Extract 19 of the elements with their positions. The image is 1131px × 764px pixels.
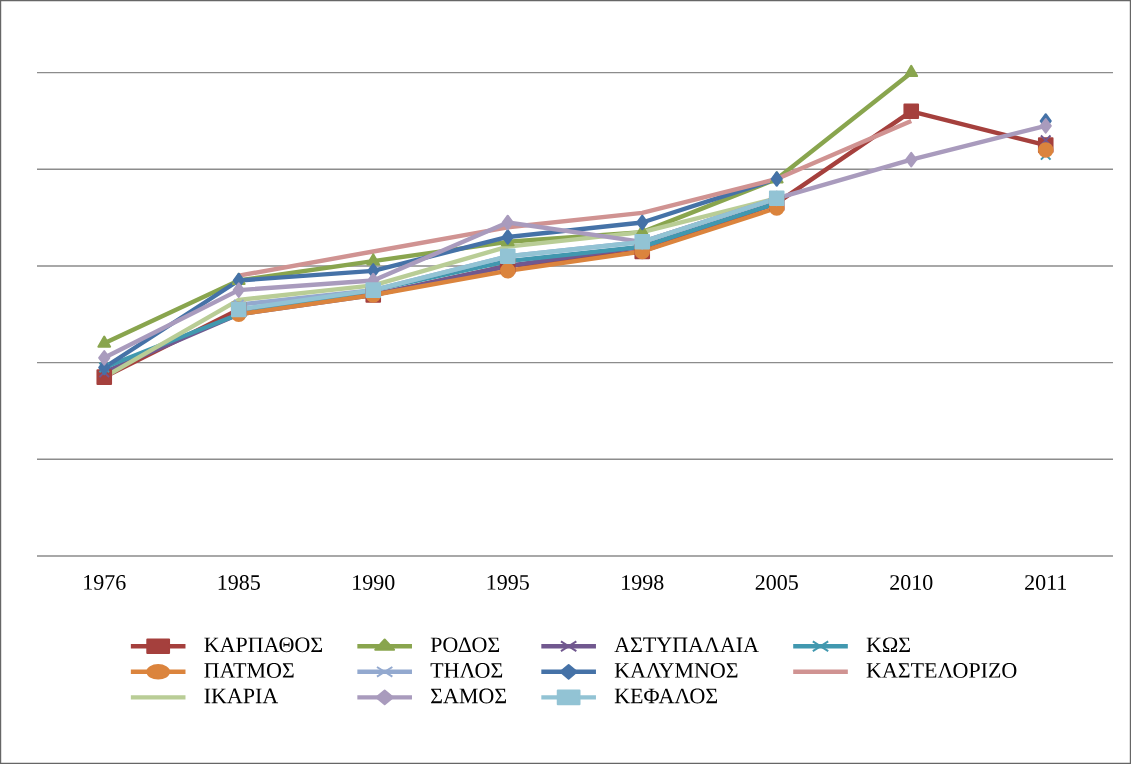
legend-label: ΚΩΣ bbox=[866, 637, 910, 653]
legend-label: ΑΣΤΥΠΑΛΑΙΑ bbox=[614, 637, 759, 653]
legend-label: ΙΚΑΡΙΑ bbox=[204, 688, 279, 704]
legend-label: ΚΑΣΤΕΛΟΡΙΖΟ bbox=[866, 663, 1017, 678]
legend-label: ΠΑΤΜΟΣ bbox=[204, 663, 294, 678]
legend-label: ΤΗΛΟΣ bbox=[430, 663, 503, 678]
legend-label: ΚΑΛΥΜΝΟΣ bbox=[614, 663, 738, 678]
x-tick-label: 2005 bbox=[755, 575, 798, 590]
x-tick-label: 2011 bbox=[1025, 575, 1066, 590]
legend-label: ΣΑΜΟΣ bbox=[431, 688, 507, 704]
legend-label: ΡΟΔΟΣ bbox=[430, 637, 500, 653]
x-tick-label: 1976 bbox=[84, 575, 126, 590]
x-tick-label: 1990 bbox=[353, 575, 395, 590]
legend-label: ΚΑΡΠΑΘΟΣ bbox=[204, 637, 323, 653]
legend-label: ΚΕΦΑΛΟΣ bbox=[614, 688, 718, 704]
x-tick-label: 1995 bbox=[487, 575, 529, 590]
x-tick-label: 1998 bbox=[622, 575, 664, 590]
x-tick-label: 2010 bbox=[890, 575, 933, 590]
x-tick-label: 1985 bbox=[218, 575, 260, 590]
